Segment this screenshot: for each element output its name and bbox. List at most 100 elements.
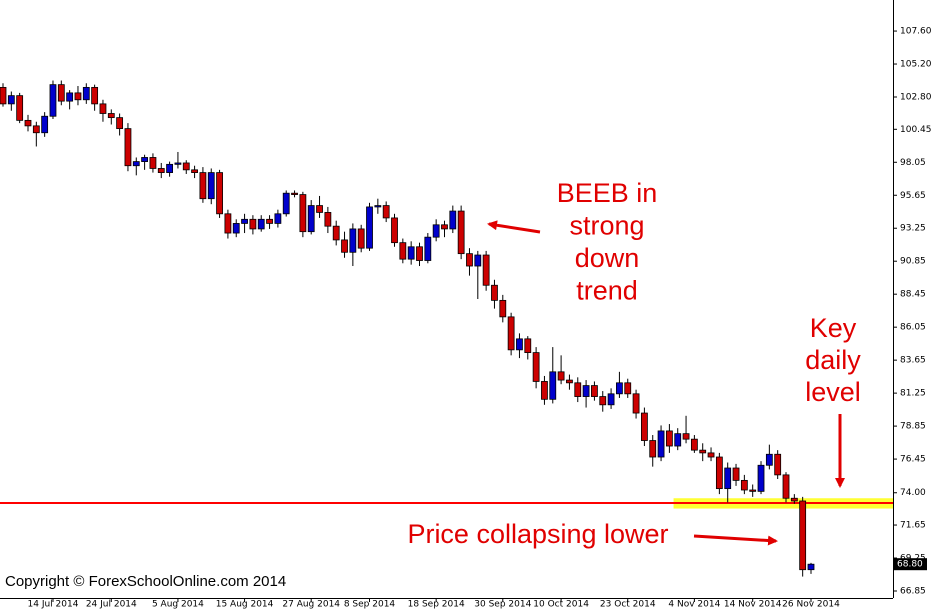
candle-body bbox=[374, 205, 382, 208]
candle-body bbox=[199, 172, 207, 200]
candle-body bbox=[524, 338, 532, 353]
candle-body bbox=[57, 84, 65, 102]
candle-body bbox=[32, 125, 40, 134]
candle-body bbox=[690, 438, 698, 451]
candle-body bbox=[491, 284, 498, 301]
candle-body bbox=[591, 385, 598, 397]
candle-body bbox=[707, 452, 715, 458]
candle-body bbox=[0, 86, 7, 105]
candle-body bbox=[7, 95, 15, 105]
y-tick-label: 95.65 bbox=[900, 191, 926, 201]
candle-body bbox=[574, 382, 582, 397]
x-tick-label: 10 Oct 2014 bbox=[533, 600, 589, 609]
candle-body bbox=[649, 440, 657, 458]
candle-body bbox=[557, 371, 565, 381]
candle-body bbox=[566, 379, 573, 384]
candle-body bbox=[149, 157, 157, 169]
candle-body bbox=[99, 103, 107, 114]
y-tick-label: 74.00 bbox=[900, 488, 926, 498]
annotation-text: strong bbox=[569, 211, 644, 241]
candle-body bbox=[740, 479, 748, 491]
candle-body bbox=[657, 430, 665, 458]
annotation-text: Price collapsing lower bbox=[407, 519, 668, 549]
candle-body bbox=[391, 217, 398, 244]
candle-body bbox=[382, 205, 390, 219]
candle-body bbox=[632, 393, 640, 414]
candle-body bbox=[82, 86, 90, 101]
y-tick-label: 66.85 bbox=[900, 586, 926, 596]
arrow bbox=[693, 534, 778, 546]
x-tick-label: 26 Nov 2014 bbox=[782, 600, 840, 609]
y-tick-label: 81.25 bbox=[900, 389, 926, 399]
x-tick-label: 27 Aug 2014 bbox=[282, 600, 340, 609]
candle-body bbox=[216, 172, 223, 215]
candle-body bbox=[357, 228, 365, 249]
candle-body bbox=[724, 467, 732, 490]
y-tick-label: 83.65 bbox=[900, 356, 926, 366]
x-tick-label: 8 Sep 2014 bbox=[344, 600, 396, 609]
candle-body bbox=[616, 382, 623, 395]
annotation-text: level bbox=[805, 377, 861, 407]
candle-body bbox=[432, 224, 440, 238]
candle-body bbox=[449, 210, 457, 230]
candle-body bbox=[416, 246, 423, 261]
candle-body bbox=[249, 218, 257, 230]
candle-body bbox=[757, 464, 765, 492]
candle-body bbox=[41, 115, 49, 134]
y-tick-label: 98.05 bbox=[900, 158, 926, 168]
candle-body bbox=[141, 157, 149, 162]
y-tick-label: 102.80 bbox=[900, 93, 932, 103]
candle-body bbox=[799, 500, 807, 571]
candle-body bbox=[299, 194, 307, 233]
candle-body bbox=[732, 467, 740, 481]
candle-body bbox=[324, 212, 332, 227]
annotation-text: Key bbox=[810, 313, 857, 343]
candle-body bbox=[332, 225, 340, 241]
y-tick-label: 100.45 bbox=[900, 125, 932, 135]
candle-body bbox=[24, 119, 32, 127]
x-tick-label: 23 Oct 2014 bbox=[600, 600, 656, 609]
candle-body bbox=[532, 352, 540, 382]
candle-body bbox=[166, 163, 173, 173]
candle-body bbox=[266, 218, 273, 224]
candle-body bbox=[349, 228, 357, 253]
candle-body bbox=[674, 433, 682, 447]
copyright: Copyright © ForexSchoolOnline.com 2014 bbox=[5, 573, 286, 590]
candle-body bbox=[599, 396, 607, 406]
candle-body bbox=[366, 206, 373, 249]
candle-body bbox=[774, 453, 782, 476]
candle-body bbox=[682, 433, 690, 440]
candle-body bbox=[307, 205, 315, 233]
candle-body bbox=[541, 381, 548, 400]
y-tick-label: 71.65 bbox=[900, 521, 926, 531]
candle-body bbox=[807, 563, 815, 571]
candle-body bbox=[291, 192, 298, 195]
candle-body bbox=[174, 162, 182, 165]
annotation-text: BEEB in bbox=[557, 178, 658, 208]
candle-body bbox=[457, 210, 465, 255]
candle-body bbox=[224, 213, 232, 234]
y-tick-label: 86.05 bbox=[900, 323, 926, 333]
annotation-text: trend bbox=[576, 276, 638, 306]
x-tick-label: 5 Aug 2014 bbox=[152, 600, 204, 609]
candle-body bbox=[107, 113, 115, 119]
candle-body bbox=[16, 95, 24, 121]
candle-body bbox=[66, 92, 74, 102]
last-price-box bbox=[893, 558, 927, 571]
y-tick-label: 93.25 bbox=[900, 224, 926, 234]
candle-body bbox=[257, 218, 265, 230]
candle-body bbox=[399, 242, 407, 260]
candle-body bbox=[74, 92, 82, 101]
candle-body bbox=[191, 169, 198, 173]
x-tick-label: 18 Sep 2014 bbox=[408, 600, 465, 609]
candle-body bbox=[441, 224, 448, 230]
x-tick-label: 14 Nov 2014 bbox=[724, 600, 782, 609]
annotation-text: daily bbox=[805, 345, 861, 375]
arrow bbox=[487, 220, 541, 234]
candle-body bbox=[91, 86, 99, 105]
x-tick-label: 4 Nov 2014 bbox=[668, 600, 720, 609]
y-tick-label: 90.85 bbox=[900, 257, 926, 267]
candle-body bbox=[715, 456, 723, 490]
candle-body bbox=[116, 117, 124, 130]
